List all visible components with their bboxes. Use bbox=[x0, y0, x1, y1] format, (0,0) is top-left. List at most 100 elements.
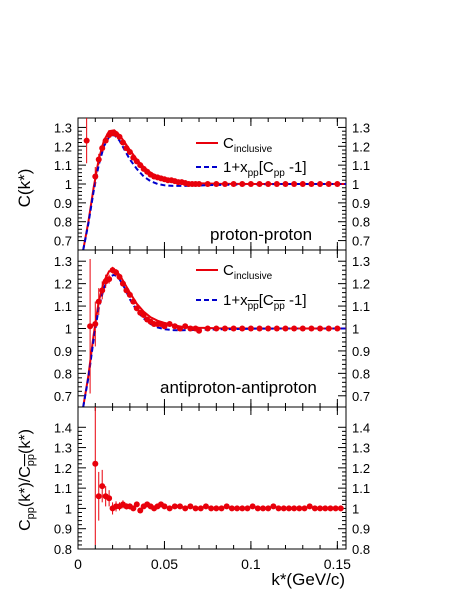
data-point bbox=[187, 503, 194, 510]
data-point bbox=[133, 501, 140, 508]
data-point bbox=[299, 181, 306, 187]
data-point bbox=[306, 503, 313, 510]
data-point bbox=[228, 505, 235, 512]
data-point bbox=[301, 505, 308, 512]
legend2-weighted-label: 1+xpp[Cpp -1] bbox=[223, 292, 307, 312]
data-point bbox=[133, 305, 140, 312]
data-point bbox=[113, 269, 120, 276]
data-point bbox=[244, 505, 251, 512]
data-point bbox=[137, 507, 144, 514]
data-point bbox=[239, 181, 246, 187]
panel2-legend: Cinclusive 1+xpp[Cpp -1] bbox=[196, 262, 307, 312]
ytick-left-label: 1 bbox=[65, 501, 72, 516]
ytick-right-label: 0.7 bbox=[352, 389, 370, 404]
data-point bbox=[202, 503, 209, 510]
ytick-left-label: 1.3 bbox=[54, 441, 72, 456]
ytick-right-label: 1.2 bbox=[352, 139, 370, 154]
weighted-curve bbox=[82, 133, 346, 251]
data-point bbox=[291, 505, 298, 512]
ytick-right-label: 1.1 bbox=[352, 481, 370, 496]
panel1-ylabel: C(k*) bbox=[15, 169, 34, 208]
panel1-annotation: proton-proton bbox=[210, 225, 312, 244]
data-point bbox=[334, 181, 341, 187]
ytick-right-label: 0.7 bbox=[352, 234, 370, 249]
ytick-left-label: 1.2 bbox=[54, 461, 72, 476]
data-point bbox=[123, 287, 130, 294]
ytick-left-label: 1 bbox=[65, 177, 72, 192]
data-point bbox=[221, 325, 228, 332]
data-point bbox=[282, 181, 289, 187]
data-point bbox=[265, 325, 272, 332]
data-point bbox=[171, 503, 178, 510]
data-point bbox=[204, 325, 211, 332]
data-point bbox=[99, 287, 106, 294]
data-point bbox=[260, 505, 267, 512]
ytick-right-label: 1.2 bbox=[352, 277, 370, 292]
data-point bbox=[327, 505, 334, 512]
data-point bbox=[171, 323, 178, 330]
data-point bbox=[273, 325, 280, 332]
legend-inclusive-label: Cinclusive bbox=[223, 135, 273, 155]
data-point bbox=[83, 137, 90, 144]
xtick-label: 0 bbox=[74, 556, 82, 572]
data-point bbox=[223, 503, 230, 510]
xtick-label: 0.05 bbox=[151, 556, 178, 572]
ytick-left-label: 1.2 bbox=[54, 277, 72, 292]
ytick-left-label: 0.9 bbox=[54, 522, 72, 537]
data-point bbox=[87, 323, 94, 330]
data-point bbox=[221, 181, 228, 187]
data-point bbox=[92, 321, 99, 328]
data-point bbox=[256, 325, 263, 332]
ytick-right-label: 1.1 bbox=[352, 158, 370, 173]
panel2-points bbox=[87, 258, 341, 394]
data-point bbox=[130, 505, 137, 512]
data-point bbox=[296, 505, 303, 512]
ytick-right-label: 1 bbox=[352, 322, 359, 337]
panel2-annotation: antiproton-antiproton bbox=[160, 378, 317, 397]
data-point bbox=[204, 181, 211, 187]
data-point bbox=[166, 321, 173, 328]
data-point bbox=[99, 483, 106, 490]
ytick-left-label: 1.1 bbox=[54, 481, 72, 496]
data-point bbox=[182, 323, 189, 330]
panel-antiproton-antiproton: 0.70.80.911.11.21.3 0.70.80.911.11.21.3 … bbox=[54, 249, 370, 408]
data-point bbox=[182, 505, 189, 512]
data-point bbox=[291, 181, 298, 187]
data-point bbox=[161, 503, 168, 510]
data-point bbox=[196, 181, 203, 187]
legend-weighted-label: 1+xpp[Cpp -1] bbox=[223, 159, 307, 179]
panel2-left-ticks: 0.7 0.8 0.9 1 1.1 1.2 1.3 bbox=[54, 250, 338, 407]
ytick-left-label: 1.3 bbox=[54, 120, 72, 135]
x-axis-label: k*(GeV/c) bbox=[271, 570, 345, 589]
data-point bbox=[140, 312, 147, 319]
ytick-left-label: 1.1 bbox=[54, 158, 72, 173]
data-point bbox=[332, 505, 339, 512]
data-point bbox=[177, 325, 184, 332]
data-point bbox=[218, 505, 225, 512]
ytick-left-label: 0.7 bbox=[54, 389, 72, 404]
data-point bbox=[308, 325, 315, 332]
ytick-right-label: 1.3 bbox=[352, 120, 370, 135]
data-point bbox=[92, 460, 99, 467]
ytick-right-label: 0.9 bbox=[352, 344, 370, 359]
data-point bbox=[102, 137, 109, 144]
data-point bbox=[95, 298, 102, 305]
ytick-right-label: 0.8 bbox=[352, 366, 370, 381]
ytick-left-label: 0.9 bbox=[54, 196, 72, 211]
ytick-right-label: 0.8 bbox=[352, 542, 370, 557]
data-point bbox=[322, 505, 329, 512]
data-point bbox=[92, 173, 99, 180]
panel3-ylabel: Cpp(k*)/Cpp(k*) bbox=[17, 429, 37, 531]
data-point bbox=[265, 181, 272, 187]
data-point bbox=[177, 503, 184, 510]
data-point bbox=[285, 505, 292, 512]
data-point bbox=[299, 325, 306, 332]
panel1-right-ticks: 0.7 0.8 0.9 1 1.1 1.2 1.3 bbox=[338, 120, 370, 249]
data-point bbox=[247, 325, 254, 332]
data-point bbox=[337, 505, 344, 512]
data-point bbox=[317, 325, 324, 332]
panel1-legend: Cinclusive 1+xpp[Cpp -1] bbox=[196, 135, 307, 179]
ytick-right-label: 0.9 bbox=[352, 196, 370, 211]
ytick-left-label: 1.2 bbox=[54, 139, 72, 154]
data-point bbox=[213, 325, 220, 332]
